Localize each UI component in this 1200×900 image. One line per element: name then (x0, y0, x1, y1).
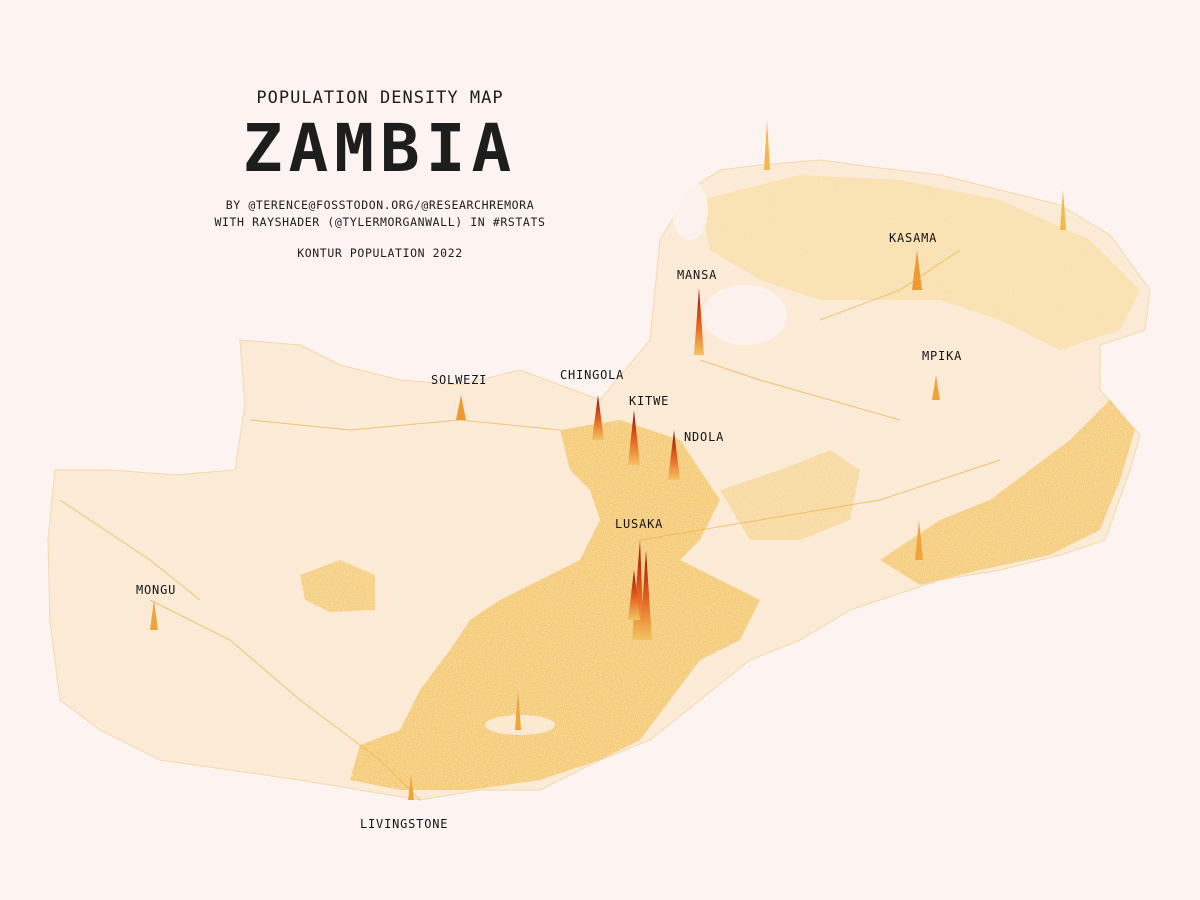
lake-bangweulu (703, 285, 787, 345)
city-label-kasama: KASAMA (889, 231, 938, 245)
data-source: KONTUR POPULATION 2022 (297, 246, 463, 261)
spike-east (915, 520, 923, 560)
map-title: ZAMBIA (242, 110, 518, 187)
road (249, 419, 561, 431)
road (149, 599, 421, 801)
title-block: POPULATION DENSITY MAP ZAMBIA BY @TERENC… (180, 88, 580, 260)
density-spikes (150, 120, 1066, 800)
credit-line-2: WITH RAYSHADER (@TYLERMORGANWALL) IN #RS… (214, 215, 546, 230)
spike-kitwe (628, 410, 640, 465)
city-label-chingola: CHINGOLA (560, 368, 625, 382)
city-label-solwezi: SOLWEZI (431, 373, 488, 387)
spike-ndola (668, 430, 680, 480)
road (639, 459, 1001, 541)
city-label-mpika: MPIKA (922, 349, 963, 363)
spike-mansa (694, 288, 704, 355)
spike-livingstone (408, 775, 414, 800)
map-subtitle: POPULATION DENSITY MAP (256, 88, 504, 108)
credit-line-1: BY @TERENCE@FOSSTODON.ORG/@RESEARCHREMOR… (225, 198, 535, 213)
spike-northeast (1060, 190, 1066, 230)
credit-text: BY @TERENCE@FOSSTODON.ORG/@RESEARCHREMOR… (180, 197, 580, 231)
spike-mongu (150, 600, 158, 630)
spike-lusaka-b (640, 550, 652, 640)
city-label-livingstone: LIVINGSTONE (360, 817, 449, 831)
road (59, 499, 201, 601)
road (819, 249, 961, 321)
road-network (59, 249, 1001, 801)
city-label-mansa: MANSA (677, 268, 718, 282)
texture-overlay (48, 160, 1150, 800)
spike-kasama (912, 250, 922, 290)
city-label-mongu: MONGU (136, 583, 177, 597)
city-label-ndola: NDOLA (684, 430, 725, 444)
spike-lusaka-c (628, 570, 640, 620)
road (699, 359, 901, 421)
spike-chingola (592, 395, 604, 440)
city-label-kitwe: KITWE (629, 394, 670, 408)
city-label-lusaka: LUSAKA (615, 517, 664, 531)
spike-mpika (932, 375, 940, 400)
spike-south (515, 690, 521, 730)
spike-north (764, 120, 770, 170)
lake-mweru (672, 180, 708, 240)
spike-solwezi (456, 395, 466, 420)
